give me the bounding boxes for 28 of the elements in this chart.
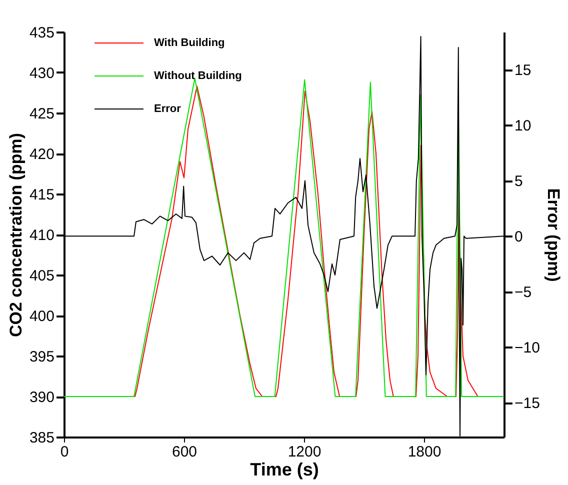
y-axis-title: CO2 concentration (ppm) xyxy=(6,132,26,338)
y-tick-label: 405 xyxy=(29,268,54,284)
y-tick-label: 400 xyxy=(29,308,54,325)
x-tick-label: 1800 xyxy=(408,444,442,460)
y2-tick-label: −10 xyxy=(514,340,540,357)
x-tick-label: 600 xyxy=(172,444,198,460)
legend-label: Without Building xyxy=(154,70,242,82)
y-tick-label: 415 xyxy=(29,186,54,204)
legend-label: With Building xyxy=(154,37,225,49)
x-axis-title: Time (s) xyxy=(250,460,319,480)
x-tick-label: 0 xyxy=(60,444,69,460)
y-tick-label: 420 xyxy=(29,146,54,163)
y-tick-label: 410 xyxy=(29,227,54,244)
x-tick-label: 1200 xyxy=(288,444,322,460)
y2-tick-label: 10 xyxy=(514,118,532,135)
y2-tick-label: 15 xyxy=(514,62,532,80)
y-tick-label: 385 xyxy=(29,430,54,446)
y2-tick-label: −5 xyxy=(514,284,532,302)
y-tick-label: 430 xyxy=(29,65,54,82)
y-tick-label: 395 xyxy=(29,348,54,366)
y2-tick-label: 0 xyxy=(514,228,523,246)
y-tick-label: 435 xyxy=(29,24,54,42)
y-tick-label: 425 xyxy=(29,106,54,122)
y2-axis-title: Error (ppm) xyxy=(544,188,563,282)
y2-tick-label: 5 xyxy=(514,173,523,190)
y2-tick-label: −15 xyxy=(514,395,540,412)
y-tick-label: 390 xyxy=(29,389,54,406)
legend-label: Error xyxy=(154,103,182,115)
